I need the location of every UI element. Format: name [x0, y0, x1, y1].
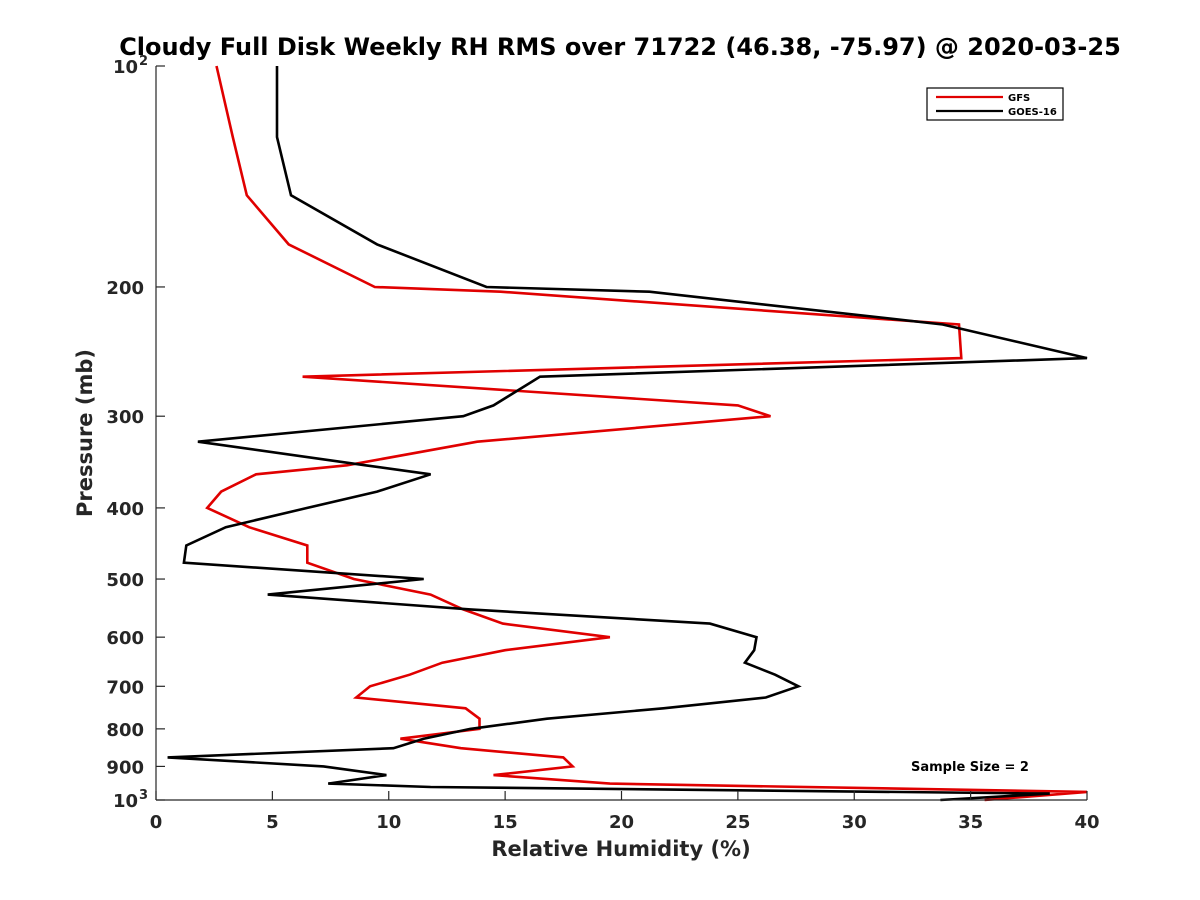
- series-line-gfs: [205, 65, 1088, 802]
- sample-size-annotation: Sample Size = 2: [911, 760, 1029, 775]
- y-tick-label: 700: [106, 677, 144, 698]
- x-tick-label: 10: [376, 812, 401, 833]
- y-tick-label: 200: [106, 278, 144, 299]
- y-tick-label: 600: [106, 628, 144, 649]
- legend-label-goes16: GOES-16: [1008, 107, 1057, 118]
- series-line-goes-16: [167, 66, 1088, 802]
- series-layer: [167, 65, 1088, 802]
- y-tick-label: 300: [106, 407, 144, 428]
- y-axis-label: Pressure (mb): [73, 349, 97, 517]
- y-tick-label: 10: [113, 57, 138, 78]
- y-tick-exponent: 3: [139, 788, 148, 803]
- legend-label-gfs: GFS: [1008, 93, 1030, 104]
- y-tick-label: 10: [113, 791, 138, 812]
- x-tick-label: 25: [725, 812, 750, 833]
- y-tick-exponent: 2: [139, 54, 148, 69]
- x-tick-label: 20: [609, 812, 634, 833]
- x-axis-ticks: 0 5 10 15 20 25 30 35 40: [150, 791, 1100, 833]
- x-axis-label: Relative Humidity (%): [491, 837, 750, 861]
- x-tick-label: 35: [958, 812, 983, 833]
- x-tick-label: 5: [266, 812, 279, 833]
- y-tick-label: 400: [106, 499, 144, 520]
- x-tick-label: 30: [842, 812, 867, 833]
- x-tick-label: 40: [1074, 812, 1099, 833]
- plot-area: [156, 66, 1087, 800]
- chart-title: Cloudy Full Disk Weekly RH RMS over 7172…: [119, 33, 1121, 61]
- y-tick-label: 500: [106, 570, 144, 591]
- legend: GFS GOES-16: [926, 87, 1064, 121]
- y-tick-label: 800: [106, 720, 144, 741]
- legend-box: [926, 87, 1064, 121]
- x-tick-label: 0: [150, 812, 163, 833]
- x-tick-label: 15: [493, 812, 518, 833]
- y-tick-label: 900: [106, 757, 144, 778]
